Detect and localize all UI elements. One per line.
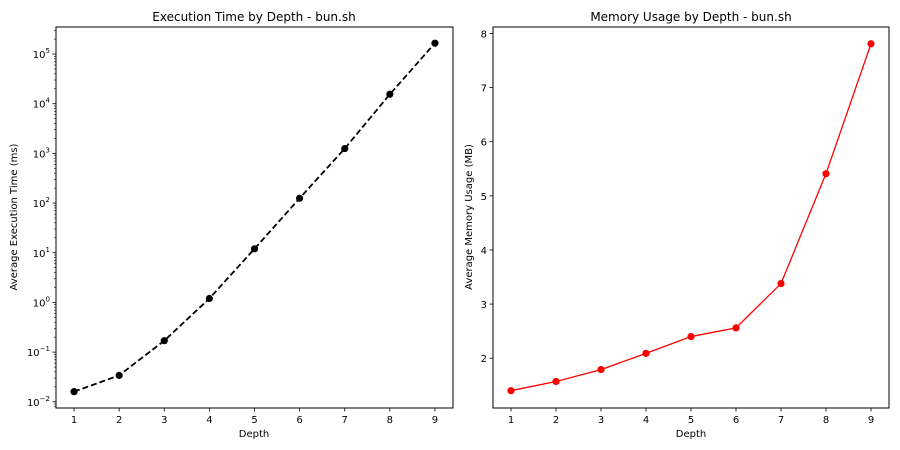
x-tick-label: 8 — [823, 415, 829, 426]
data-point — [341, 144, 349, 153]
y-tick-label: 105 — [33, 47, 50, 61]
y-tick-exponent: 4 — [46, 97, 51, 105]
y-tick-exponent: 5 — [46, 47, 50, 55]
x-tick-label: 8 — [387, 415, 393, 426]
data-point — [115, 371, 123, 379]
y-tick-label: 100 — [33, 295, 50, 309]
x-tick-label: 7 — [342, 415, 348, 426]
y-tick-exponent: 1 — [46, 246, 50, 254]
data-point — [867, 40, 875, 48]
x-tick-label: 4 — [206, 415, 212, 426]
x-tick-label: 5 — [688, 415, 694, 426]
series-marks — [70, 39, 439, 396]
x-tick-label: 2 — [116, 415, 122, 426]
x-tick-label: 9 — [432, 415, 438, 426]
y-tick-label: 103 — [33, 146, 50, 160]
x-tick-label: 3 — [598, 415, 604, 426]
axis-ticks: 1 2 3 4 5 6 7 8 9 2 3 4 5 6 7 8 — [481, 29, 875, 426]
x-tick-label: 6 — [733, 415, 739, 426]
x-tick-label: 4 — [643, 415, 649, 426]
data-point — [386, 90, 394, 98]
y-tick-label: 2 — [481, 354, 487, 365]
y-tick-label: 7 — [481, 84, 487, 95]
x-tick-label: 5 — [251, 415, 257, 426]
y-tick-label: 4 — [481, 246, 487, 257]
y-tick-exponent: 2 — [46, 196, 50, 204]
data-point — [250, 245, 259, 253]
y-tick-label: 5 — [481, 192, 487, 203]
series-line — [73, 42, 436, 393]
y-tick-base: 10 — [33, 199, 46, 210]
y-tick-label: 102 — [33, 196, 50, 210]
data-point — [822, 170, 830, 178]
data-point — [732, 324, 740, 332]
y-tick-base: 10 — [27, 348, 40, 359]
x-tick-label: 6 — [296, 415, 302, 426]
y-tick-base: 10 — [33, 249, 46, 260]
y-axis-label: Average Memory Usage (MB) — [464, 144, 475, 290]
series-marks — [507, 40, 875, 395]
data-point — [205, 294, 213, 303]
data-point — [642, 349, 650, 357]
x-tick-label: 1 — [508, 415, 514, 426]
data-point — [597, 365, 605, 374]
x-tick-label: 7 — [778, 415, 784, 426]
x-tick-label: 9 — [868, 415, 874, 426]
y-tick-base: 10 — [33, 149, 46, 160]
x-tick-label: 2 — [553, 415, 559, 426]
plot-frame — [55, 26, 454, 409]
y-tick-label: 104 — [33, 97, 51, 111]
y-tick-exponent: 3 — [46, 146, 50, 154]
x-tick-label: 1 — [71, 415, 77, 426]
execution-time-chart: Execution Time by Depth - bun.sh Depth A… — [9, 10, 454, 440]
x-axis-label: Depth — [239, 429, 269, 440]
y-tick-label: 10−2 — [27, 395, 50, 409]
chart-title: Memory Usage by Depth - bun.sh — [590, 10, 791, 24]
data-point — [552, 377, 560, 386]
data-point — [70, 388, 78, 396]
y-tick-label: 8 — [481, 29, 487, 40]
chart-title: Execution Time by Depth - bun.sh — [152, 10, 355, 24]
memory-usage-chart: Memory Usage by Depth - bun.sh Depth Ave… — [464, 10, 890, 440]
y-tick-base: 10 — [27, 398, 40, 409]
y-axis-label: Average Execution Time (ms) — [9, 143, 20, 290]
y-tick-label: 3 — [481, 300, 487, 311]
data-point — [777, 279, 785, 288]
data-point — [687, 332, 695, 341]
y-tick-label: 10−1 — [27, 345, 50, 359]
y-tick-exponent: 0 — [46, 295, 50, 303]
data-point — [296, 194, 304, 202]
data-point — [431, 39, 439, 47]
y-tick-label: 6 — [481, 138, 487, 149]
y-tick-base: 10 — [33, 100, 46, 111]
data-point — [160, 337, 168, 345]
y-tick-exponent: −2 — [40, 395, 50, 403]
x-tick-label: 3 — [161, 415, 167, 426]
plot-frame — [492, 26, 890, 409]
y-tick-exponent: −1 — [40, 345, 50, 353]
y-tick-label: 101 — [33, 246, 50, 260]
y-tick-base: 10 — [33, 50, 46, 61]
y-tick-base: 10 — [33, 298, 46, 309]
data-point — [507, 387, 515, 395]
x-axis-label: Depth — [676, 429, 706, 440]
